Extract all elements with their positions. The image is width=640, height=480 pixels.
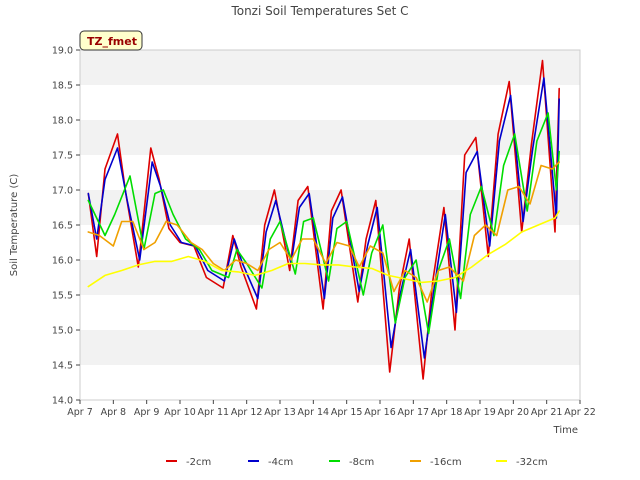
y-axis: 14.0 14.5 15.0 15.5 16.0 16.5 17.0 17.5 18.0 18.5… (52, 46, 80, 407)
grid-band (80, 50, 580, 85)
grid-band (80, 120, 580, 155)
chart-title: Tonzi Soil Temperatures Set C (230, 4, 408, 18)
legend-item: -4cm (248, 457, 293, 468)
legend-label: -32cm (516, 457, 548, 468)
x-tick-label: Apr 10 (164, 407, 196, 418)
legend-label: -8cm (349, 457, 374, 468)
y-tick-label: 19.0 (52, 46, 73, 57)
x-tick-label: Apr 20 (498, 407, 530, 418)
y-tick-label: 15.0 (52, 326, 73, 337)
x-axis-label: Time (553, 425, 578, 436)
series-line-8cmcm (87, 112, 561, 335)
legend-item: -8cm (329, 457, 374, 468)
grid-band (80, 260, 580, 295)
legend-label: -4cm (268, 457, 293, 468)
legend-label: -16cm (430, 457, 462, 468)
y-tick-label: 16.5 (52, 221, 73, 232)
y-tick-label: 18.5 (52, 81, 73, 92)
grid-band (80, 330, 580, 365)
y-tick-label: 18.0 (52, 116, 73, 127)
x-tick-label: Apr 14 (298, 407, 330, 418)
x-tick-label: Apr 19 (464, 407, 496, 418)
legend: -2cm -4cm -8cm -16cm -32cm (166, 457, 548, 468)
x-tick-label: Apr 12 (231, 407, 263, 418)
x-tick-label: Apr 18 (431, 407, 463, 418)
x-tick-label: Apr 17 (398, 407, 430, 418)
y-tick-label: 17.5 (52, 151, 73, 162)
x-tick-label: Apr 11 (198, 407, 230, 418)
annotation-label: TZ_fmet (87, 35, 137, 48)
y-tick-label: 14.0 (52, 396, 73, 407)
x-axis: Apr 7 Apr 8 Apr 9 Apr 10 Apr 11 Apr 12 Apr 13 A… (67, 400, 596, 418)
legend-item: -2cm (166, 457, 211, 468)
x-tick-label: Apr 13 (264, 407, 296, 418)
series-line-32cmcm (87, 210, 561, 288)
series-line-16cmcm (87, 161, 561, 303)
y-tick-label: 15.5 (52, 291, 73, 302)
y-axis-label: Soil Temperature (C) (9, 174, 20, 277)
x-tick-label: Apr 22 (564, 407, 596, 418)
x-tick-label: Apr 9 (134, 407, 160, 418)
annotation-box: TZ_fmet (79, 30, 143, 51)
legend-item: -32cm (496, 457, 548, 468)
grid-bands (80, 50, 580, 400)
y-tick-label: 14.5 (52, 361, 73, 372)
y-tick-label: 16.0 (52, 256, 73, 267)
y-tick-label: 17.0 (52, 186, 73, 197)
x-tick-label: Apr 16 (364, 407, 396, 418)
x-tick-label: Apr 7 (67, 407, 93, 418)
x-tick-label: Apr 15 (331, 407, 363, 418)
series-layer (87, 59, 561, 380)
x-tick-label: Apr 8 (101, 407, 127, 418)
legend-item: -16cm (410, 457, 462, 468)
x-tick-label: Apr 21 (531, 407, 563, 418)
legend-label: -2cm (186, 457, 211, 468)
